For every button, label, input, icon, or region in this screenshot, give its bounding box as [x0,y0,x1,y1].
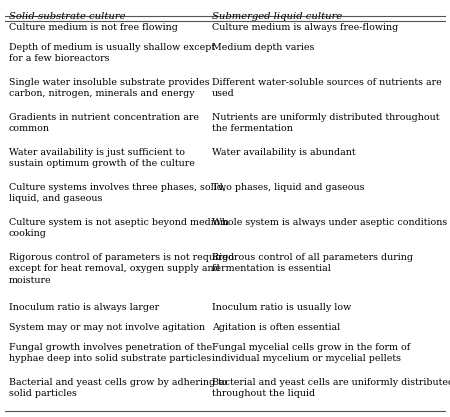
Text: Culture system is not aseptic beyond medium
cooking: Culture system is not aseptic beyond med… [9,218,229,239]
Text: Medium depth varies: Medium depth varies [212,43,314,52]
Text: Single water insoluble substrate provides
carbon, nitrogen, minerals and energy: Single water insoluble substrate provide… [9,78,210,98]
Text: System may or may not involve agitation: System may or may not involve agitation [9,323,205,332]
Text: Rigorous control of parameters is not required
except for heat removal, oxygen s: Rigorous control of parameters is not re… [9,253,234,285]
Text: Different water-soluble sources of nutrients are
used: Different water-soluble sources of nutri… [212,78,441,98]
Text: Inoculum ratio is always larger: Inoculum ratio is always larger [9,303,159,312]
Text: Water availability is abundant: Water availability is abundant [212,148,356,157]
Text: Culture systems involves three phases, solid,
liquid, and gaseous: Culture systems involves three phases, s… [9,183,226,203]
Text: Inoculum ratio is usually low: Inoculum ratio is usually low [212,303,351,312]
Text: Whole system is always under aseptic conditions: Whole system is always under aseptic con… [212,218,447,227]
Text: Fungal growth involves penetration of the
hyphae deep into solid substrate parti: Fungal growth involves penetration of th… [9,343,212,363]
Text: Nutrients are uniformly distributed throughout
the fermentation: Nutrients are uniformly distributed thro… [212,113,439,133]
Text: Culture medium is not free flowing: Culture medium is not free flowing [9,23,178,32]
Text: Bacterial and yeast cells grow by adhering to
solid particles: Bacterial and yeast cells grow by adheri… [9,378,228,398]
Text: Solid-substrate culture: Solid-substrate culture [9,13,126,21]
Text: Water availability is just sufficient to
sustain optimum growth of the culture: Water availability is just sufficient to… [9,148,195,168]
Text: Bacterial and yeast cells are uniformly distributed
throughout the liquid: Bacterial and yeast cells are uniformly … [212,378,450,398]
Text: Fungal mycelial cells grow in the form of
individual mycelium or mycelial pellet: Fungal mycelial cells grow in the form o… [212,343,410,363]
Text: Gradients in nutrient concentration are
common: Gradients in nutrient concentration are … [9,113,199,133]
Text: Submerged liquid culture: Submerged liquid culture [212,13,342,21]
Text: Two phases, liquid and gaseous: Two phases, liquid and gaseous [212,183,364,192]
Text: Rigorous control of all parameters during
fermentation is essential: Rigorous control of all parameters durin… [212,253,413,273]
Text: Culture medium is always free-flowing: Culture medium is always free-flowing [212,23,398,32]
Text: Depth of medium is usually shallow except
for a few bioreactors: Depth of medium is usually shallow excep… [9,43,215,63]
Text: Agitation is often essential: Agitation is often essential [212,323,340,332]
